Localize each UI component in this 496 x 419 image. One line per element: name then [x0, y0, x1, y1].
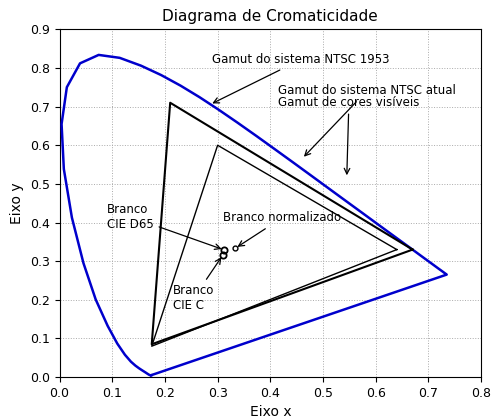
Title: Diagrama de Cromaticidade: Diagrama de Cromaticidade [163, 9, 378, 24]
Text: Gamut do sistema NTSC atual: Gamut do sistema NTSC atual [278, 84, 456, 156]
Text: Branco
CIE D65: Branco CIE D65 [107, 203, 220, 249]
Y-axis label: Eixo y: Eixo y [10, 182, 24, 224]
X-axis label: Eixo x: Eixo x [249, 405, 291, 419]
Text: Branco normalizado: Branco normalizado [223, 212, 341, 246]
Text: Gamut do sistema NTSC 1953: Gamut do sistema NTSC 1953 [212, 53, 390, 103]
Text: Branco
CIE C: Branco CIE C [173, 259, 221, 312]
Text: Gamut de cores visíveis: Gamut de cores visíveis [278, 96, 420, 174]
